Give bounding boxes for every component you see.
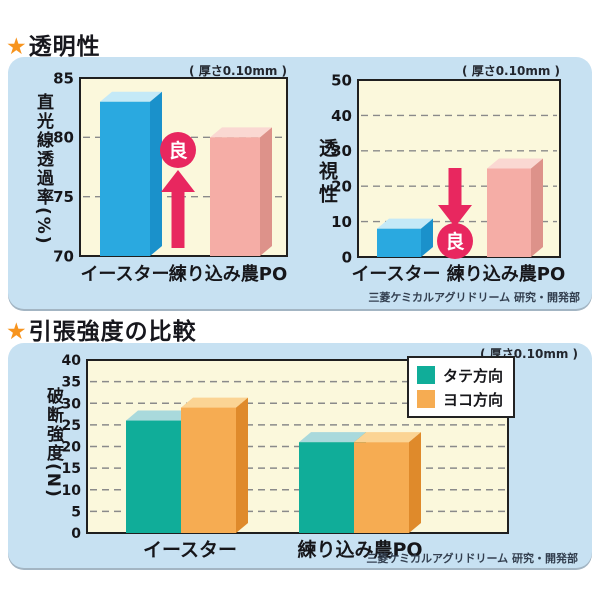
attribution: 三菱ケミカルアグリドリーム 研究・開発部 bbox=[368, 291, 580, 304]
y-axis-label-transmittance: 直光線透過率(%) bbox=[33, 93, 53, 246]
attribution: 三菱ケミカルアグリドリーム 研究・開発部 bbox=[366, 552, 578, 565]
section-title-transparency: ★透明性 bbox=[6, 27, 101, 61]
legend-item-yoko: ヨコ方向 bbox=[417, 387, 503, 411]
transparency-panel bbox=[8, 57, 592, 309]
thickness-note: ( 厚さ0.10mm ) bbox=[189, 64, 287, 78]
star-icon: ★ bbox=[6, 34, 28, 60]
legend-label: ヨコ方向 bbox=[443, 390, 504, 409]
section-title-text: 引張強度の比較 bbox=[28, 319, 197, 345]
section-title-tensile: ★引張強度の比較 bbox=[6, 312, 197, 346]
legend: タテ方向 ヨコ方向 bbox=[407, 356, 516, 418]
legend-item-tate: タテ方向 bbox=[417, 363, 503, 387]
legend-swatch-yoko bbox=[417, 390, 435, 408]
star-icon: ★ bbox=[6, 319, 28, 345]
section-title-text: 透明性 bbox=[28, 34, 101, 60]
thickness-note: ( 厚さ0.10mm ) bbox=[462, 64, 560, 78]
y-axis-label-see-through: 透視性 bbox=[316, 138, 338, 207]
legend-swatch-tate bbox=[417, 366, 435, 384]
y-axis-label-break-strength: 破断強度(N) bbox=[43, 387, 63, 499]
legend-label: タテ方向 bbox=[443, 366, 504, 385]
